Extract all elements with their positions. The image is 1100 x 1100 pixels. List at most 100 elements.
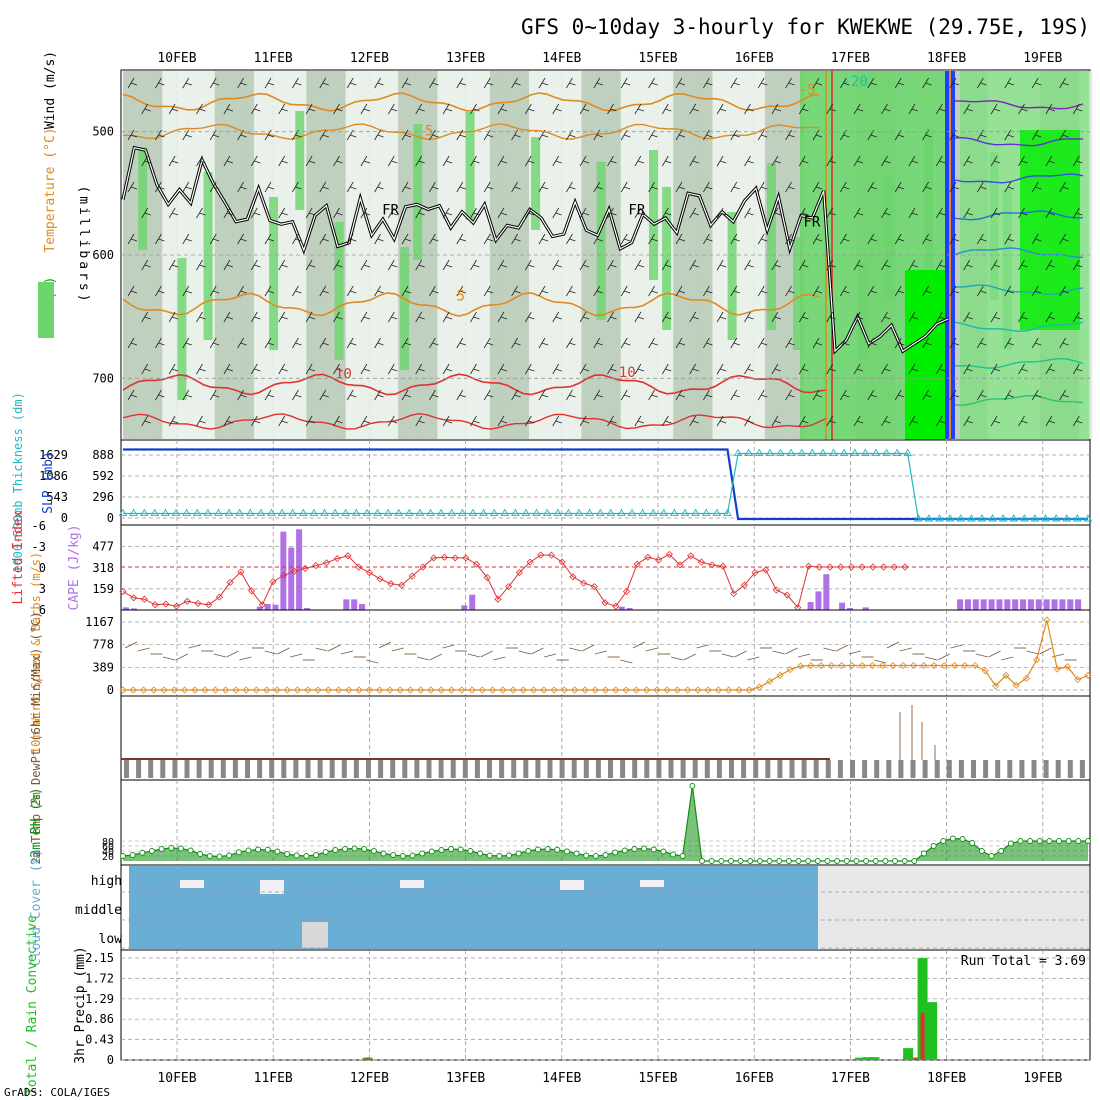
temp-range-bar [184,760,190,778]
wind-barb [264,285,275,297]
cloud-layer-label: middle [75,903,122,918]
wind-barb [1031,285,1042,297]
wind-barb [648,233,658,245]
wind-barb [552,363,562,375]
rh-marker [592,853,599,859]
temp-range-bar [1031,760,1037,778]
wind-barb [648,389,658,401]
cape-tick-label: 477 [92,540,114,554]
date-tick-top: 15FEB [638,51,677,66]
rh-marker [689,783,696,789]
thickness-marker [161,508,170,516]
lifted-index-marker [387,580,395,588]
wind-barb [1031,337,1042,349]
lifted-index-marker [205,601,213,609]
temp-range-bar [124,760,129,778]
panel-cloud: high middle low Cloud Cover (%) [29,849,1091,966]
temp-range-bar [995,760,1001,778]
wind-barb [374,181,384,193]
wind-barb [853,415,864,427]
wind-barb [538,77,549,89]
precip-tick-label: 0.43 [85,1033,114,1047]
wind-barb [661,311,672,323]
lifted-index-marker [676,561,684,569]
thickness-marker [458,508,467,516]
thickness-marker [150,508,160,516]
wind-barb [250,363,261,375]
wind-barb [346,389,357,401]
lifted-index-marker [655,556,663,564]
wind-speed-marker [458,686,466,694]
temp-range-bar [789,760,795,778]
contour-label: FR [382,202,399,218]
wind-barb [497,103,508,115]
wind-barb [1004,233,1014,245]
thickness-marker [956,514,966,522]
rh-shade-moist [727,212,737,340]
temp-range-bar [716,760,722,778]
wind-barb [949,233,960,245]
wind-barb [963,363,973,375]
wind-speed-marker [386,686,394,694]
wind-barb [538,233,549,245]
wind-barb [894,181,905,193]
wind-barb [593,285,603,297]
lifted-index-marker [494,595,502,603]
temp-range-bar [462,760,468,778]
wind-speed-marker [1033,656,1041,664]
lifted-index-marker [858,563,866,571]
wind-barb [250,155,261,167]
rh-marker [139,849,146,856]
temp-range-bar [983,760,989,778]
wind-barb-10m [277,647,290,655]
wind-barb-10m [493,656,506,661]
lifted-index-marker [762,566,770,574]
wind-barb [716,259,727,271]
wind-barb [223,415,234,427]
precip-total-bar [903,1048,914,1060]
wind-tick-label: 778 [92,638,114,652]
wind-barb [250,415,261,427]
wind-speed-marker [1063,663,1072,671]
wind-speed-marker [160,686,168,694]
thickness-marker [659,508,669,516]
wind-barb-10m [213,653,227,658]
wind-barb [333,155,343,167]
date-tick-bottom: 16FEB [735,1071,774,1086]
lifted-tick-label: -6 [32,519,46,533]
wind-speed-marker [437,686,445,694]
wind-speed-marker [427,686,435,694]
wind-barb [949,389,960,401]
rh-marker [544,846,551,852]
wind-barb [853,259,864,271]
wind-barb [977,233,987,245]
temp-range-bar [862,760,868,778]
temp-range-bar [898,760,904,778]
panel-frame [120,439,1091,526]
wind-barb-10m [620,659,633,664]
wind-barb [908,103,919,115]
cape-bar [626,608,633,610]
wind-barb [346,181,357,193]
cape-tick-label: 159 [92,582,114,596]
rh-marker [409,852,416,859]
wind-barb [881,311,891,323]
wind-barb [812,181,823,193]
wind-barb [333,415,343,427]
wind-barb [250,311,261,323]
wind-barb [757,337,768,349]
thickness-marker [861,448,870,456]
date-tick-bottom: 13FEB [446,1071,485,1086]
rh-marker [747,858,754,864]
wind-barb [881,259,891,271]
wind-barb [922,337,932,349]
wind-barb [442,363,453,375]
wind-barb [278,207,288,219]
lifted-tick-label: -3 [32,540,46,554]
wind-barb [730,77,740,89]
wind-barb [387,259,398,271]
wind-barb [333,103,343,115]
wind-barb [305,207,316,219]
wind-barb [826,259,836,271]
wind-barb [168,259,179,271]
